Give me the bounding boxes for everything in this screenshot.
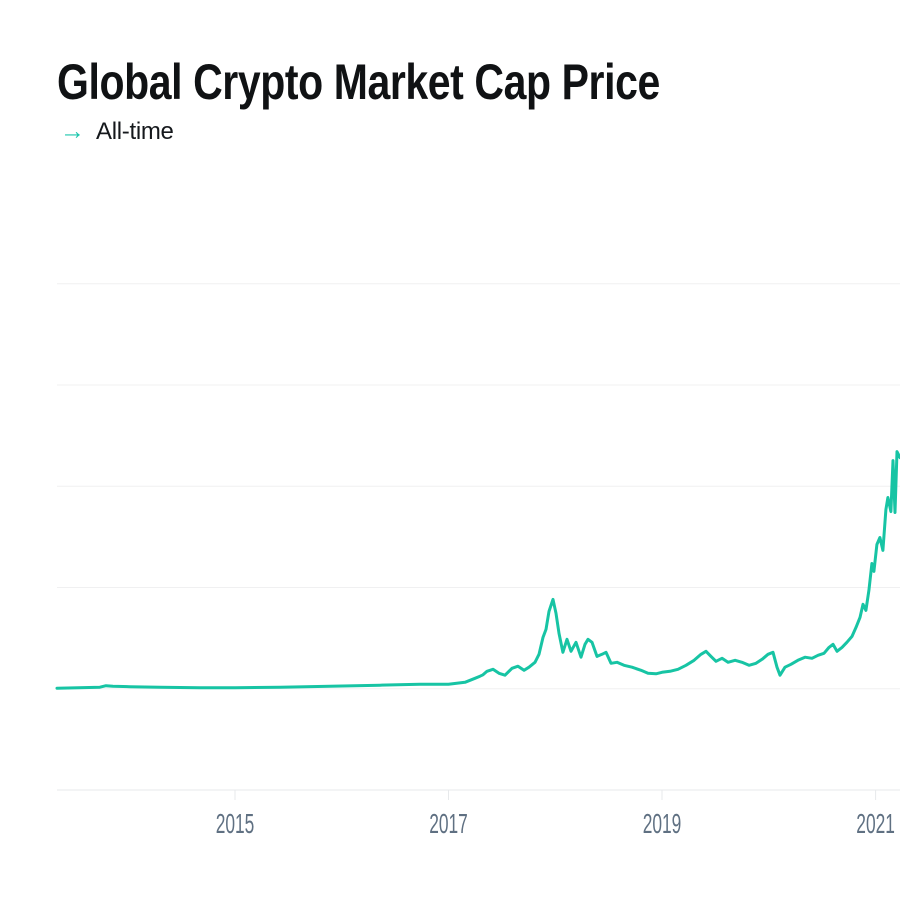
x-tick-label: 2015	[216, 808, 255, 839]
x-tick-label: 2019	[643, 808, 682, 839]
market-cap-line	[55, 450, 900, 690]
x-tick-label: 2021	[856, 808, 895, 839]
chart-legend: → All-time	[60, 119, 174, 144]
page-title: Global Crypto Market Cap Price	[57, 54, 660, 110]
x-tick-label: 2017	[429, 808, 468, 839]
arrow-right-icon: →	[60, 117, 85, 145]
legend-label: All-time	[96, 117, 174, 145]
chart-header: Global Crypto Market Cap Price → All-tim…	[57, 54, 792, 144]
